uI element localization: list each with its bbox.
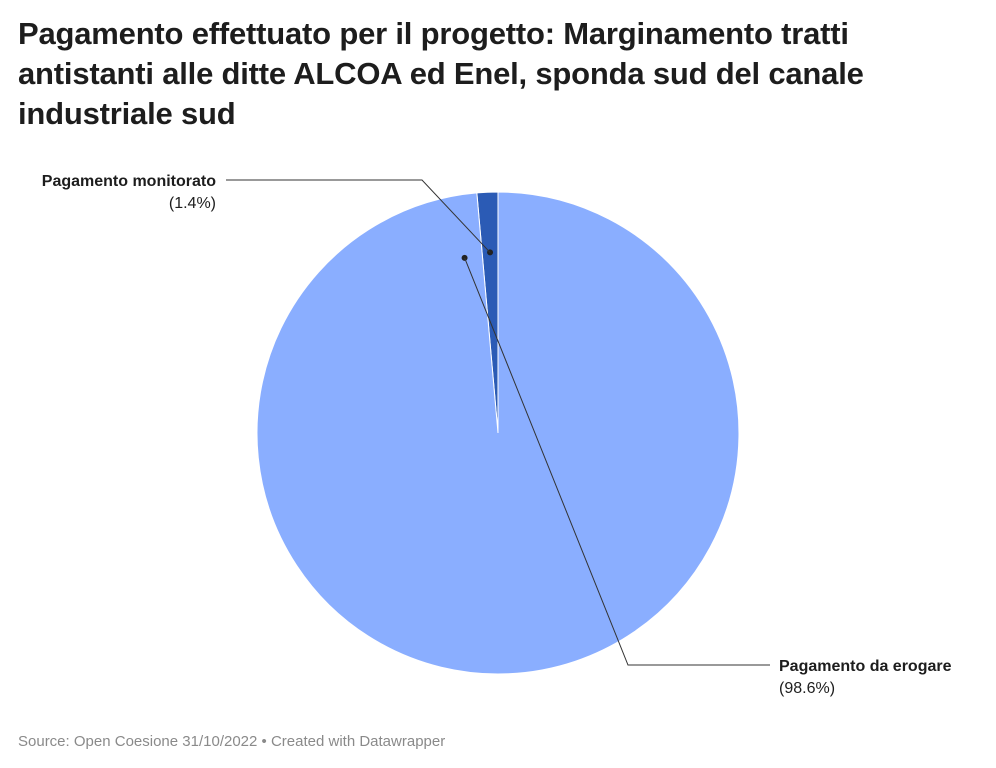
slice-value-pagamento-monitorato: (1.4%): [169, 195, 216, 212]
slice-label-pagamento-da-erogare: Pagamento da erogare: [779, 658, 952, 675]
slice-label-pagamento-monitorato: Pagamento monitorato: [42, 173, 216, 190]
source-label: Source:: [18, 733, 70, 750]
pie-slice-pagamento-da-erogare: [256, 191, 740, 675]
leader-line-pagamento-monitorato: [226, 179, 491, 253]
credit-text: Created with Datawrapper: [270, 733, 446, 750]
pie-labels: Pagamento monitorato (1.4%) Pagamento da e…: [42, 173, 952, 697]
chart-footer: Source: Open Coesione 31/10/2022 • Creat…: [18, 733, 445, 750]
footer-separator: •: [261, 733, 267, 750]
leader-line-pagamento-da-erogare: [464, 257, 770, 666]
slice-value-pagamento-da-erogare: (98.6%): [779, 680, 835, 697]
source-text: Open Coesione 31/10/2022: [73, 733, 258, 750]
chart-title: Pagamento effettuato per il progetto: Ma…: [18, 16, 864, 131]
pie-slices: [256, 191, 740, 675]
